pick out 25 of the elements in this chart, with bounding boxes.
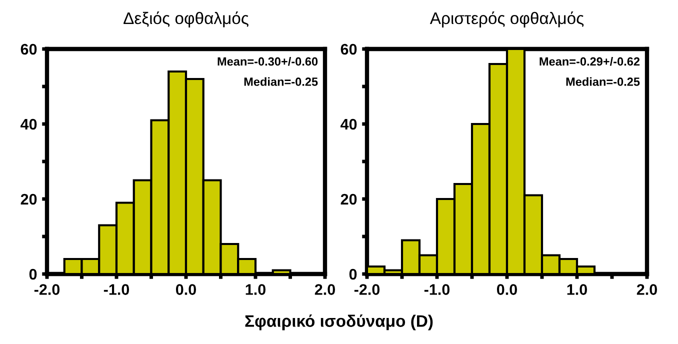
x-tick-label: -1.0 xyxy=(104,284,130,295)
y-tick-label: 20 xyxy=(20,194,37,205)
chart-title: Αριστερός οφθαλμός xyxy=(430,11,584,28)
y-tick-label: 60 xyxy=(20,44,37,55)
y-tick-label: 40 xyxy=(340,118,357,130)
y-tick-label: 0 xyxy=(349,268,357,280)
x-tick-label: 1.0 xyxy=(246,284,266,295)
chart-title: Δεξιός οφθαλμός xyxy=(124,11,248,28)
x-tick-label: 2.0 xyxy=(314,284,335,295)
y-tick-label: 60 xyxy=(340,44,357,55)
y-tick-label: 0 xyxy=(29,268,37,280)
x-tick-label: -1.0 xyxy=(424,284,450,295)
x-tick-label: 2.0 xyxy=(636,284,657,295)
x-tick-label: 0.0 xyxy=(176,284,196,295)
x-tick-label: 1.0 xyxy=(567,284,587,295)
x-tick-label: -2.0 xyxy=(34,284,60,295)
annotation: Mean=-0.29+/-0.62 xyxy=(540,57,640,66)
x-tick-label: -2.0 xyxy=(354,284,380,295)
x-tick-label: 0.0 xyxy=(496,284,517,295)
annotation: Median=-0.25 xyxy=(244,77,318,86)
y-tick-label: 40 xyxy=(20,118,37,130)
annotation: Median=-0.25 xyxy=(566,77,640,86)
annotation: Mean=-0.30+/-0.60 xyxy=(218,57,318,66)
y-tick-label: 20 xyxy=(340,194,357,205)
x-axis-title: Σφαιρικό ισοδύναμο (D) xyxy=(245,314,433,330)
